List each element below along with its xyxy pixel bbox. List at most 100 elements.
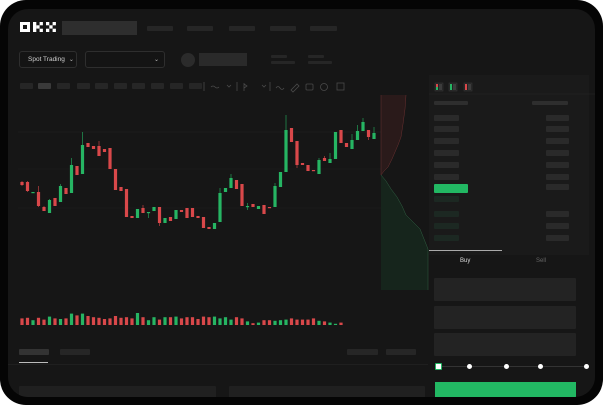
candle [185, 208, 189, 218]
volume-bar [262, 320, 266, 325]
candle [267, 207, 272, 209]
candle [25, 182, 30, 191]
bid-depth-area [381, 175, 428, 290]
timeframe-button[interactable] [114, 83, 127, 89]
slider-stop[interactable] [584, 364, 589, 369]
bid-price [434, 196, 459, 202]
okx-logo[interactable] [20, 22, 58, 32]
bid-price [434, 235, 459, 241]
bid-depth-line [380, 174, 429, 290]
timeframe-button[interactable] [189, 83, 202, 89]
orders-card [229, 386, 425, 397]
ask-amount [546, 138, 569, 144]
nav-item[interactable] [147, 26, 173, 31]
slider-stop[interactable] [504, 364, 509, 369]
stat-value [308, 61, 332, 64]
stat-label [308, 55, 324, 58]
candle [58, 186, 63, 202]
amount-slider[interactable] [435, 363, 589, 370]
search-bar[interactable] [62, 21, 137, 35]
candle [311, 170, 316, 172]
tab-buy[interactable]: Buy [460, 258, 471, 264]
volume-bar [223, 317, 228, 325]
candle [168, 217, 173, 221]
nav-item[interactable] [310, 26, 337, 31]
volume-bar [185, 317, 189, 325]
volume-bar [267, 320, 272, 325]
tab-underline [19, 362, 48, 363]
candle [86, 143, 90, 147]
timeframe-button[interactable] [20, 83, 33, 89]
volume-bar [119, 317, 123, 325]
timeframe-button[interactable] [77, 83, 90, 89]
ask-amount [546, 162, 569, 168]
candle [234, 180, 239, 189]
candle [75, 166, 79, 175]
filter-button[interactable] [347, 349, 378, 355]
candle [47, 200, 52, 213]
timeframe-button[interactable] [151, 83, 164, 89]
ask-price [434, 150, 459, 156]
candle [372, 133, 376, 139]
volume-bar [339, 322, 343, 325]
nav-item[interactable] [187, 26, 213, 31]
nav-item[interactable] [270, 26, 296, 31]
candle [256, 206, 261, 209]
candle [124, 189, 129, 217]
tab-order-history[interactable] [60, 349, 90, 355]
pair-dropdown[interactable]: ⌄ [85, 51, 165, 68]
timeframe-button[interactable] [38, 83, 51, 89]
spread-value [546, 184, 569, 190]
candle [207, 227, 211, 229]
chevron-down-icon: ⌄ [68, 57, 74, 63]
volume-bar [179, 318, 184, 325]
price-input[interactable] [434, 278, 576, 301]
candlestick-chart[interactable] [8, 9, 595, 397]
candle [163, 218, 167, 223]
timeframe-button[interactable] [170, 83, 183, 89]
slider-handle[interactable] [435, 363, 442, 370]
volume-bar [42, 319, 46, 325]
slider-track [438, 366, 586, 367]
candle [366, 130, 371, 137]
candle [350, 140, 354, 149]
ask-depth-line [380, 94, 407, 176]
tab-sell[interactable]: Sell [536, 258, 547, 264]
candle [196, 216, 200, 218]
volume-bar [289, 318, 294, 325]
slider-stop[interactable] [467, 364, 472, 369]
volume-bar [20, 318, 24, 325]
timeframe-button[interactable] [57, 83, 70, 89]
market-type-dropdown[interactable]: Spot Trading ⌄ [19, 51, 77, 68]
candle [119, 187, 123, 191]
ask-price [434, 138, 459, 144]
tab-open-orders[interactable] [19, 349, 49, 355]
candle [97, 146, 101, 156]
buy-button[interactable] [435, 382, 576, 397]
nav-item[interactable] [229, 26, 255, 31]
ask-price [434, 162, 459, 168]
timeframe-button[interactable] [132, 83, 145, 89]
candle [108, 148, 112, 169]
volume-bar [328, 322, 332, 325]
volume-bar [86, 316, 90, 325]
bid-price [434, 211, 459, 217]
candle [284, 130, 288, 172]
timeframe-button[interactable] [95, 83, 108, 89]
total-input[interactable] [434, 333, 576, 356]
candle [36, 192, 41, 206]
candle [91, 146, 96, 149]
candle [201, 217, 206, 228]
candle [42, 207, 46, 211]
volume-bar [317, 320, 321, 325]
volume-bar [108, 318, 112, 325]
volume-bar [124, 317, 129, 325]
amount-input[interactable] [434, 306, 576, 329]
candle [306, 165, 310, 171]
stat-value [271, 61, 295, 64]
orderbook-header-price [434, 101, 468, 105]
filter-button[interactable] [386, 349, 416, 355]
bid-amount [546, 223, 569, 229]
candle [20, 182, 24, 185]
slider-stop[interactable] [538, 364, 543, 369]
